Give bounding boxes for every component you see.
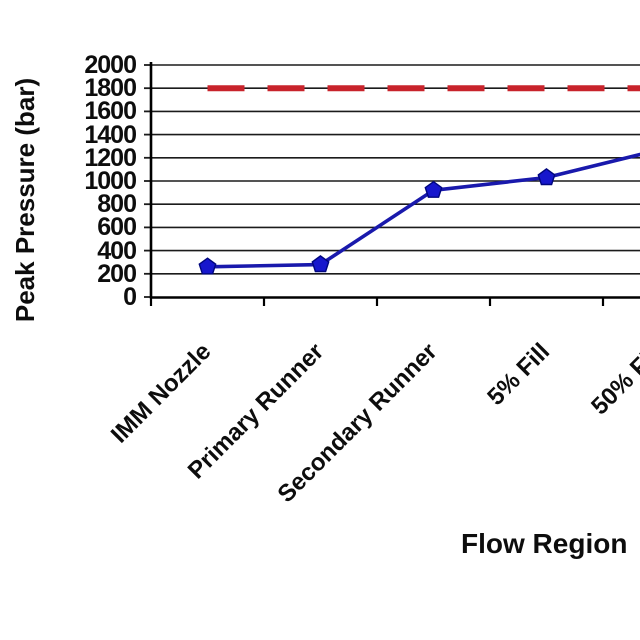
x-axis-title: Flow Region [461,528,628,559]
y-tick-label: 0 [123,283,137,311]
data-point-marker [198,257,217,275]
peak-pressure-line [207,152,640,269]
data-point-marker [424,180,443,198]
data-point-marker [311,255,330,273]
y-tick-label: 1800 [84,74,137,103]
y-tick-label: 800 [97,190,137,219]
y-tick-label: 1400 [84,120,137,149]
data-point-marker [537,168,556,186]
y-tick-label: 600 [97,213,137,242]
y-tick-label: 1200 [84,143,137,172]
y-tick-label: 1000 [84,167,137,195]
y-tick-label: 1600 [84,97,137,126]
y-tick-label: 2000 [84,51,137,79]
y-tick-label: 200 [97,259,137,288]
y-tick-label: 400 [97,236,137,265]
y-axis-title: Peak Pressure (bar) [10,77,40,323]
